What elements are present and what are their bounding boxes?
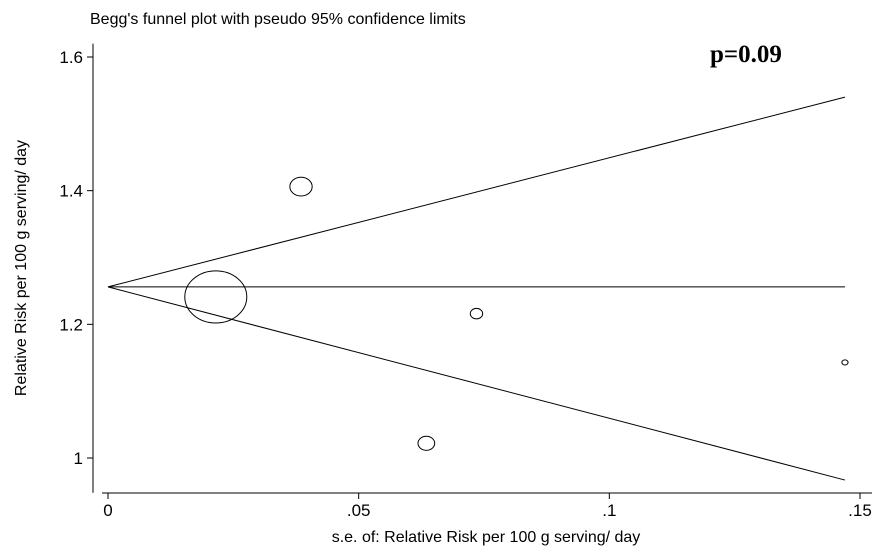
y-axis-label: Relative Risk per 100 g serving/ day — [13, 140, 30, 396]
study-marker — [289, 176, 313, 197]
confidence-limit-lines — [107, 96, 846, 481]
y-tick-label: 1.6 — [59, 48, 83, 67]
study-marker — [417, 435, 436, 451]
study-marker — [841, 359, 849, 366]
axes: 1 1.2 1.4 1.6 0 .05 .1 .15 — [59, 43, 872, 520]
x-tick-label: 0 — [103, 501, 112, 520]
y-tick-label: 1 — [74, 449, 83, 468]
y-tick-label: 1.4 — [59, 182, 83, 201]
x-tick-label: .1 — [602, 501, 616, 520]
lower-confidence-limit — [107, 286, 846, 481]
study-markers — [184, 176, 849, 451]
p-value-annotation: p=0.09 — [710, 41, 782, 68]
x-axis-label: s.e. of: Relative Risk per 100 g serving… — [332, 529, 641, 546]
y-tick-label: 1.2 — [59, 315, 83, 334]
upper-confidence-limit — [107, 96, 846, 288]
chart-title: Begg's funnel plot with pseudo 95% confi… — [90, 11, 466, 28]
x-tick-label: .05 — [347, 501, 371, 520]
study-marker — [469, 307, 484, 320]
study-marker — [184, 270, 248, 324]
x-tick-label: .15 — [848, 501, 872, 520]
